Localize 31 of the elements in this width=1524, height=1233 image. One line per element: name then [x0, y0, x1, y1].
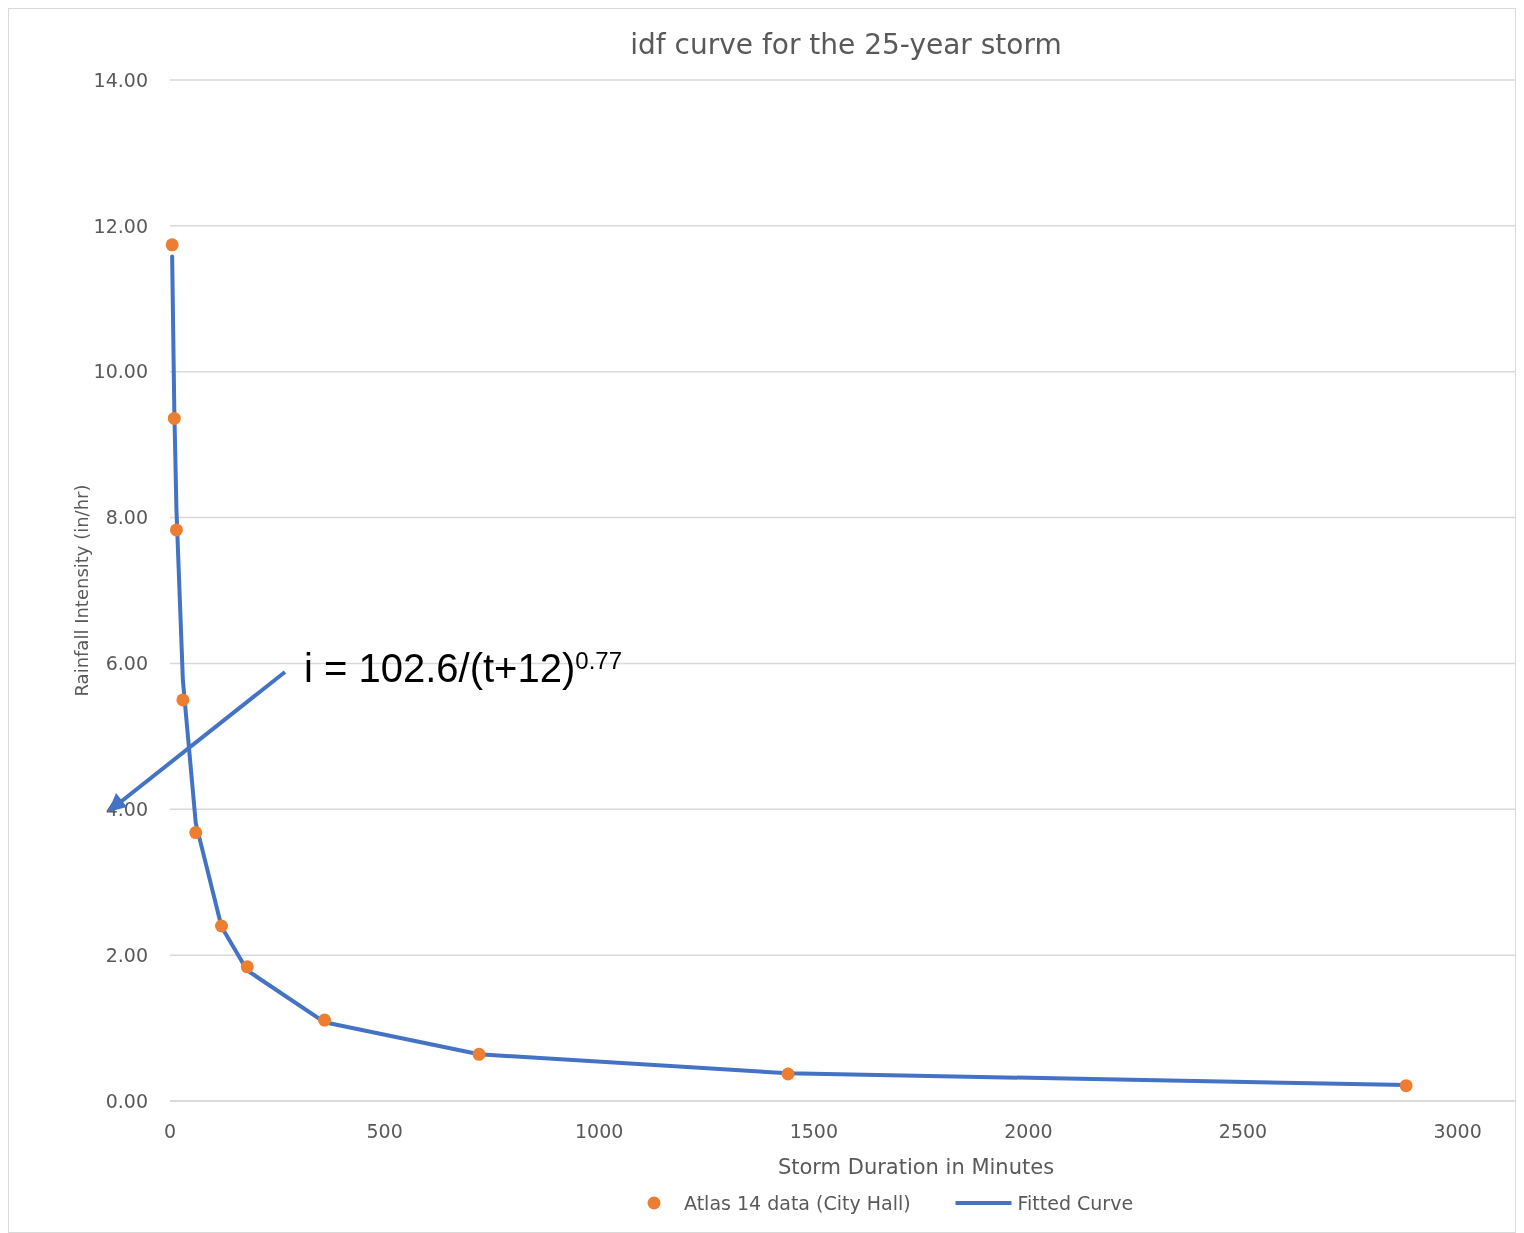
chart-title: idf curve for the 25-year storm: [630, 28, 1062, 61]
x-axis-title: Storm Duration in Minutes: [777, 1155, 1055, 1179]
point: [176, 693, 190, 707]
point: [472, 1047, 486, 1061]
x-tick-label: 1000: [575, 1120, 624, 1142]
legend-label: Atlas 14 data (City Hall): [684, 1191, 911, 1214]
annotation: i = 102.6/(t+12)$^{0.77}$: [304, 646, 623, 690]
point: [240, 960, 254, 974]
x-tick-label: 0: [163, 1120, 177, 1142]
x-tick-label: 500: [366, 1120, 403, 1142]
point: [165, 238, 179, 252]
x-tick-label: 2000: [1004, 1120, 1053, 1142]
y-tick-label: 6.00: [105, 652, 148, 675]
legend-label: Fitted Curve: [1017, 1191, 1134, 1214]
point: [215, 919, 229, 933]
y-tick-label: 0.00: [105, 1089, 148, 1112]
point: [1399, 1079, 1413, 1093]
x-tick-label: 2500: [1218, 1120, 1268, 1142]
y-tick-label: 8.00: [105, 506, 148, 529]
y-tick-label: 2.00: [105, 943, 148, 966]
y-tick-label: 12.00: [93, 214, 148, 237]
point: [189, 826, 203, 840]
x-tick-label: 1500: [789, 1120, 838, 1142]
point: [167, 411, 181, 425]
y-tick-label: 10.00: [93, 360, 148, 383]
point: [318, 1013, 332, 1027]
point: [781, 1067, 795, 1081]
y-axis-title: Rainfall Intensity (in/hr): [71, 484, 92, 697]
x-tick-label: 3000: [1433, 1120, 1482, 1142]
y-tick-label: 14.00: [93, 68, 148, 91]
point: [169, 523, 183, 537]
